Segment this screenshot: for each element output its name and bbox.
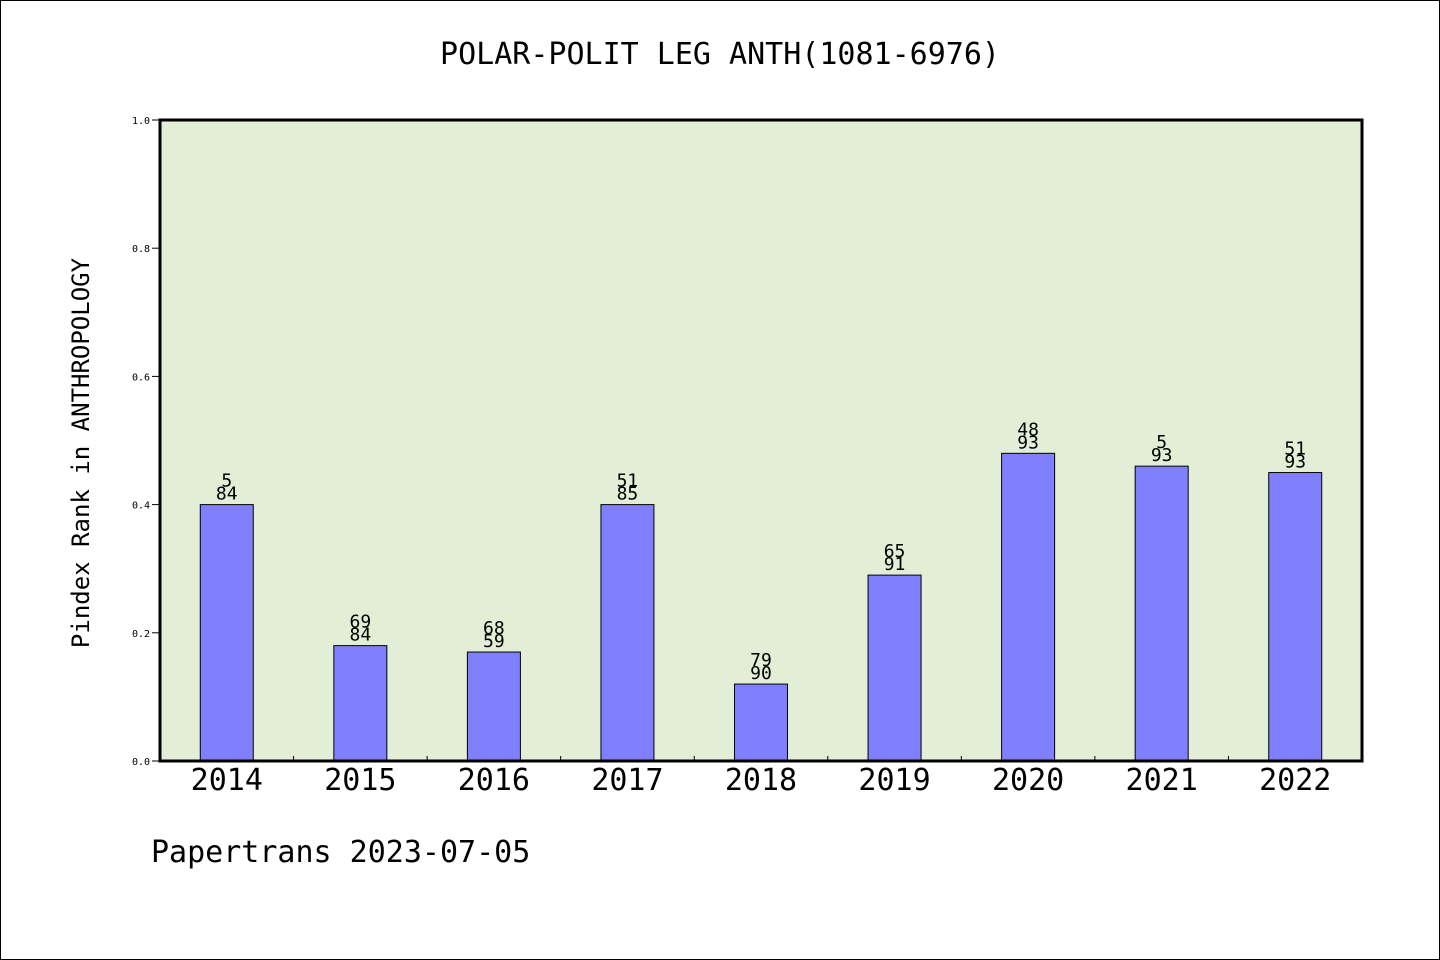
bar-label-top: 48 bbox=[1017, 419, 1039, 440]
x-tick-label: 2022 bbox=[1259, 763, 1331, 798]
bar-label-bottom: 93 bbox=[1017, 432, 1039, 453]
bar bbox=[1001, 452, 1056, 762]
y-tick-label: 0.2 bbox=[132, 629, 150, 640]
bar-label-bottom: 93 bbox=[1151, 445, 1173, 466]
bar-label-top: 79 bbox=[750, 650, 772, 671]
y-tick-label: 0.8 bbox=[132, 244, 150, 255]
chart-title: POLAR-POLIT LEG ANTH(1081-6976) bbox=[440, 37, 1000, 72]
bar-label-bottom: 85 bbox=[617, 484, 639, 505]
bar-label-top: 5 bbox=[1156, 432, 1167, 453]
bar-label-bottom: 84 bbox=[349, 625, 371, 646]
bar-label-top: 65 bbox=[884, 541, 906, 562]
x-tick-label: 2020 bbox=[992, 763, 1064, 798]
x-tick-label: 2015 bbox=[324, 763, 396, 798]
bar bbox=[1134, 465, 1189, 762]
bar bbox=[734, 683, 788, 762]
y-tick-label: 0.4 bbox=[132, 501, 150, 512]
bar-label-top: 5 bbox=[221, 471, 232, 492]
x-axis: 2014 2015 2016 2017 2018 2019 2020 2021 2022 bbox=[191, 756, 1331, 798]
bar-label-top: 51 bbox=[1284, 439, 1306, 460]
x-tick-label: 2019 bbox=[858, 763, 930, 798]
bar bbox=[466, 651, 521, 762]
bar-label-bottom: 93 bbox=[1284, 452, 1306, 473]
bar bbox=[1268, 472, 1323, 762]
x-tick-label: 2016 bbox=[458, 763, 530, 798]
bar-label-bottom: 84 bbox=[216, 484, 238, 505]
plot-border bbox=[158, 118, 1364, 763]
bar bbox=[333, 645, 388, 762]
bar-label-top: 68 bbox=[483, 618, 505, 639]
bar bbox=[867, 574, 922, 762]
bar-label-bottom: 90 bbox=[750, 663, 772, 684]
y-axis: 0.0 0.2 0.4 0.6 0.8 1.0 bbox=[132, 116, 160, 768]
footer-date: Papertrans 2023-07-05 bbox=[151, 835, 531, 870]
y-tick-label: 0.6 bbox=[132, 372, 150, 383]
bar bbox=[199, 504, 254, 762]
x-tick-label: 2017 bbox=[591, 763, 663, 798]
x-tick-label: 2021 bbox=[1126, 763, 1198, 798]
bar bbox=[600, 504, 655, 762]
x-tick-label: 2018 bbox=[725, 763, 797, 798]
bar-label-top: 51 bbox=[617, 471, 639, 492]
y-tick-label: 1.0 bbox=[132, 116, 150, 127]
x-tick-label: 2014 bbox=[191, 763, 263, 798]
bar-label-top: 69 bbox=[349, 612, 371, 633]
bar-label-bottom: 91 bbox=[884, 554, 906, 575]
y-tick-label: 0.0 bbox=[132, 757, 150, 768]
bar-label-bottom: 59 bbox=[483, 631, 505, 652]
